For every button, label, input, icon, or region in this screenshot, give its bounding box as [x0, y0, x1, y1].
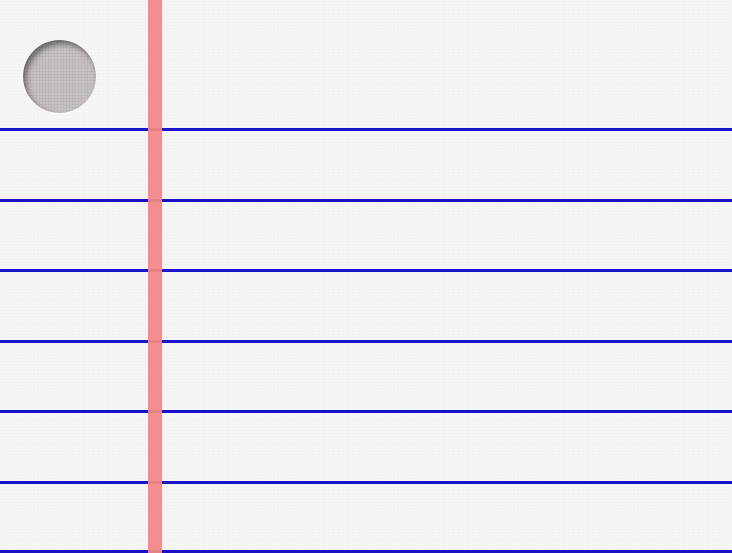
- rule-line: [0, 410, 732, 413]
- rule-line: [0, 550, 732, 553]
- rule-line: [0, 269, 732, 272]
- rule-line: [0, 199, 732, 202]
- rule-line: [0, 481, 732, 484]
- rule-line: [0, 340, 732, 343]
- rule-line: [0, 128, 732, 131]
- margin-line: [148, 0, 162, 553]
- punch-hole: [23, 40, 96, 113]
